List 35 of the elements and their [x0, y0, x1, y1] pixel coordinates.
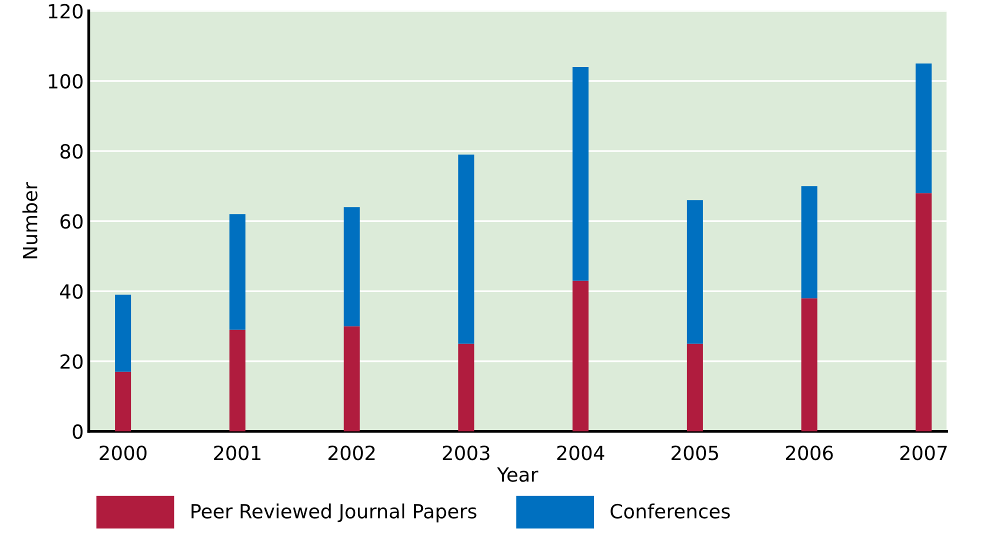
- x-tick-label: 2006: [786, 446, 833, 460]
- x-tick-label: 2003: [442, 446, 490, 460]
- y-tick-label: 20: [60, 354, 83, 369]
- x-tick-label: 2000: [100, 446, 147, 460]
- y-tick-label: 80: [60, 144, 83, 159]
- y-tick-label: 100: [48, 74, 83, 89]
- bar: [344, 207, 360, 326]
- y-axis-title: Number: [22, 182, 38, 258]
- bar: [458, 154, 474, 344]
- x-tick-label: 2001: [214, 446, 260, 460]
- bar: [801, 186, 818, 298]
- bar: [916, 63, 932, 194]
- bar: [686, 200, 703, 344]
- x-axis-title: Year: [497, 467, 538, 482]
- y-tick-label: 0: [72, 424, 83, 440]
- y-tick-label: 120: [48, 4, 83, 19]
- bar: [686, 344, 703, 432]
- y-tick-label: 40: [60, 284, 83, 299]
- bar: [229, 214, 246, 330]
- y-tick-label: 60: [60, 214, 83, 229]
- legend-label: Conferences: [610, 504, 730, 519]
- bar: [572, 66, 589, 281]
- bar: [115, 294, 132, 372]
- x-tick-label: 2007: [900, 446, 947, 460]
- bar: [916, 193, 932, 432]
- legend-label: Peer Reviewed Journal Papers: [192, 504, 476, 522]
- x-tick-label: 2002: [328, 446, 375, 460]
- bar: [458, 344, 474, 432]
- bar: [115, 372, 132, 432]
- bar: [801, 298, 818, 432]
- x-tick-label: 2004: [557, 446, 604, 460]
- x-tick-label: 2005: [672, 446, 718, 460]
- bar: [344, 326, 360, 432]
- bar: [229, 330, 246, 432]
- bar: [572, 280, 589, 432]
